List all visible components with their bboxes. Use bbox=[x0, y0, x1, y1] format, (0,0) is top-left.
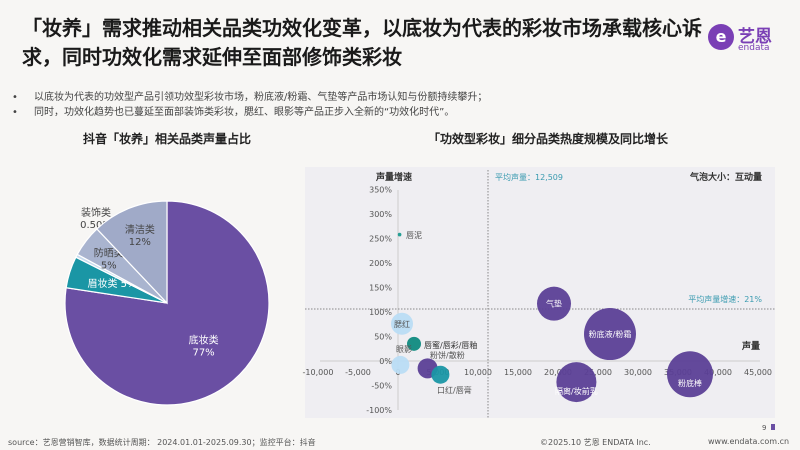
y-tick-label: 350% bbox=[369, 186, 392, 195]
pie-value: 12% bbox=[129, 237, 151, 248]
x-tick-label: 40,000 bbox=[704, 368, 732, 377]
bubble-label: 唇泥 bbox=[406, 231, 422, 240]
bubble-9 bbox=[667, 351, 713, 398]
y-tick-label: 0% bbox=[379, 357, 392, 366]
bubble-label: 气垫 bbox=[546, 299, 562, 309]
x-axis-title: 声量 bbox=[741, 340, 760, 352]
y-tick-label: 150% bbox=[369, 284, 392, 293]
x-tick-label: 45,000 bbox=[744, 368, 772, 377]
bubble-size-legend: 气泡大小：互动量 bbox=[689, 171, 762, 183]
y-tick-label: 300% bbox=[369, 210, 392, 219]
page-title: 「妆养」需求推动相关品类功效化变革，以底妆为代表的彩妆市场承载核心诉求，同时功效… bbox=[22, 16, 702, 69]
pie-label: 清洁类 bbox=[125, 223, 155, 236]
pie-title: 抖音「妆养」相关品类声量占比 bbox=[83, 132, 252, 146]
bubble-label: 粉饼/散粉 bbox=[430, 350, 465, 360]
bullet-item: 以底妆为代表的功效型产品引领功效型彩妆市场，粉底液/粉霜、气垫等产品市场认知与份… bbox=[12, 90, 487, 105]
bullet-item: 同时，功效化趋势也已蔓延至面部装饰类彩妆，腮红、眼影等产品正步入全新的“功效化时… bbox=[12, 105, 487, 120]
y-tick-label: 50% bbox=[374, 333, 392, 342]
bubble-label: 隔离/妆前乳 bbox=[555, 386, 598, 396]
avg-growth-label: 平均声量增速：21% bbox=[688, 294, 762, 304]
y-tick-label: 100% bbox=[369, 308, 392, 317]
logo-mark: e bbox=[708, 24, 734, 50]
bubble-6 bbox=[537, 286, 571, 321]
y-tick-label: 250% bbox=[369, 235, 392, 244]
endata-logo: e 艺恩 endata bbox=[708, 22, 788, 56]
bubble-8 bbox=[556, 362, 597, 403]
logo-cn: 艺恩 bbox=[738, 27, 772, 47]
page-number: 9 bbox=[762, 424, 767, 432]
bubble-label: 腮红 bbox=[394, 319, 410, 329]
bubble-label: 眼影 bbox=[396, 344, 412, 354]
bubble-3 bbox=[391, 355, 410, 374]
pie-label: 底妆类 bbox=[189, 334, 219, 347]
y-tick-label: -50% bbox=[371, 382, 392, 391]
bubble-label: 唇蜜/唇彩/唇釉 bbox=[424, 340, 477, 350]
pie-value: 0.50% bbox=[80, 220, 112, 231]
y-tick-label: 200% bbox=[369, 259, 392, 268]
pie-slice-4 bbox=[96, 200, 168, 305]
bubble-5 bbox=[431, 365, 450, 384]
x-tick-label: -10,000 bbox=[303, 368, 334, 377]
website: www.endata.com.cn bbox=[708, 437, 790, 446]
copyright: ©2025.10 艺恩 ENDATA Inc. bbox=[540, 438, 651, 447]
pie-value: 5% bbox=[101, 260, 117, 271]
bubble-label: 粉底液/粉霜 bbox=[589, 329, 632, 339]
x-tick-label: 20,000 bbox=[544, 368, 572, 377]
bullet-list: 以底妆为代表的功效型产品引领功效型彩妆市场，粉底液/粉霜、气垫等产品市场认知与份… bbox=[12, 90, 487, 120]
scatter-title: 「功效型彩妆」细分品类热度规模及同比增长 bbox=[428, 132, 669, 146]
pie-label: 装饰类 bbox=[81, 206, 111, 219]
bubble-label: 粉底棒 bbox=[678, 378, 702, 388]
y-axis-title: 声量增速 bbox=[375, 171, 412, 183]
bubble-label: 口红/唇膏 bbox=[437, 385, 472, 395]
x-tick-label: 30,000 bbox=[624, 368, 652, 377]
logo-en: endata bbox=[738, 43, 770, 53]
bubble-7 bbox=[584, 308, 636, 361]
bubble-1 bbox=[391, 312, 413, 335]
x-tick-label: 25,000 bbox=[584, 368, 612, 377]
avg-volume-label: 平均声量：12,509 bbox=[495, 172, 563, 182]
bubble-2 bbox=[407, 336, 421, 351]
bubble-0 bbox=[397, 232, 402, 237]
y-tick-label: -100% bbox=[366, 406, 392, 415]
page-mark bbox=[771, 424, 775, 430]
x-tick-label: 15,000 bbox=[504, 368, 532, 377]
x-tick-label: 10,000 bbox=[464, 368, 492, 377]
x-tick-label: -5,000 bbox=[345, 368, 371, 377]
source-note: source：艺恩营销智库，数据统计周期： 2024.01.01-2025.09… bbox=[8, 438, 316, 447]
pie-value: 77% bbox=[192, 348, 214, 359]
